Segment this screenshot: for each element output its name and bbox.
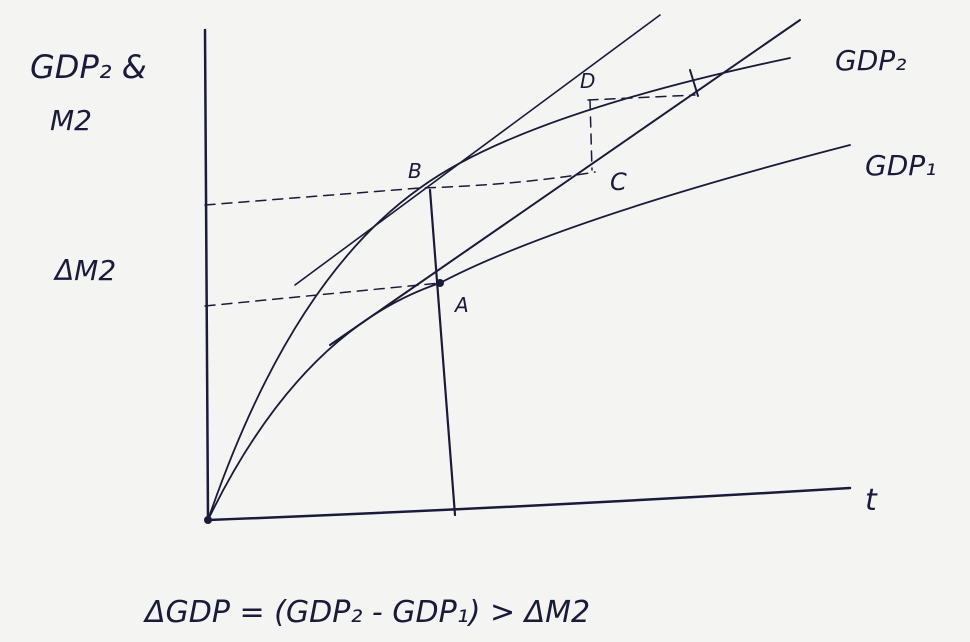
point-label: B [408, 159, 422, 183]
diagram: GDP₂ & M2 ΔM2 t B D A C GDP₂ GDP₁ ΔGDP =… [0, 0, 970, 642]
origin-dot [204, 516, 212, 524]
curve-label: GDP₂ [835, 44, 906, 77]
point-a-dot [436, 279, 444, 287]
paper [0, 0, 970, 642]
delta-m2-label: ΔM2 [53, 254, 116, 287]
y-axis-label: M2 [50, 104, 92, 137]
point-label: C [610, 168, 627, 196]
equation: ΔGDP = (GDP₂ - GDP₁) > ΔM2 [143, 595, 590, 630]
point-label: A [453, 293, 469, 317]
curve-label: GDP₁ [865, 149, 936, 182]
x-axis-label: t [865, 483, 878, 518]
y-axis-label: GDP₂ & [30, 48, 147, 86]
point-label: D [580, 69, 595, 93]
